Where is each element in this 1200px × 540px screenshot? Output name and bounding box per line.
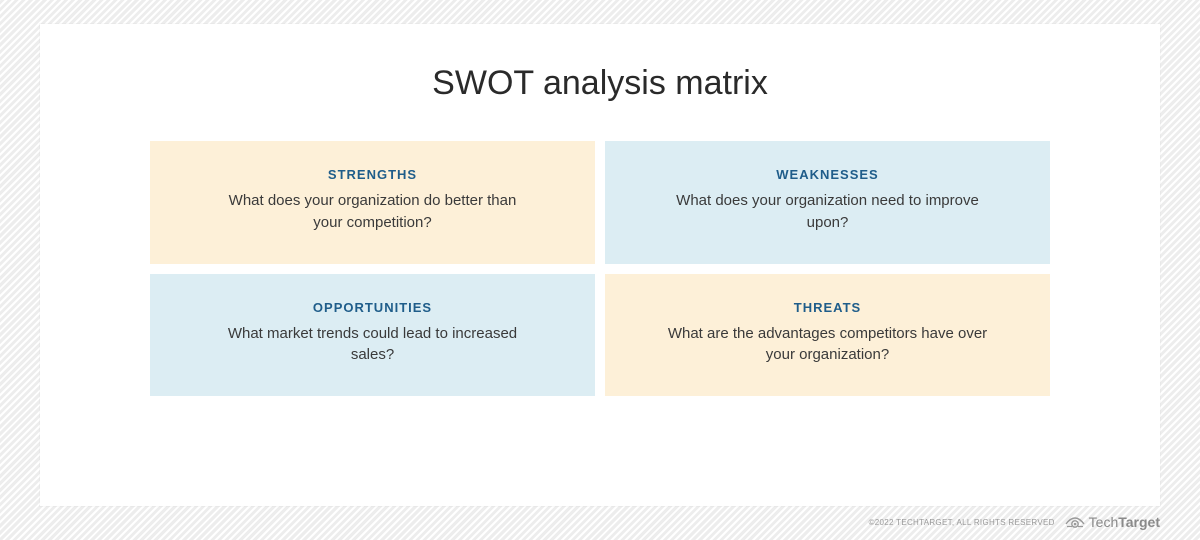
cell-desc: What are the advantages competitors have…	[668, 323, 988, 367]
cell-threats: THREATS What are the advantages competit…	[605, 274, 1050, 397]
brand-bold: Target	[1118, 514, 1160, 530]
cell-desc: What market trends could lead to increas…	[213, 323, 533, 367]
brand-light: Tech	[1089, 514, 1119, 530]
cell-desc: What does your organization need to impr…	[668, 190, 988, 234]
cell-strengths: STRENGTHS What does your organization do…	[150, 141, 595, 264]
cell-heading: WEAKNESSES	[776, 167, 878, 182]
cell-heading: OPPORTUNITIES	[313, 300, 432, 315]
content-card: SWOT analysis matrix STRENGTHS What does…	[40, 24, 1160, 506]
copyright-text: ©2022 TECHTARGET, ALL RIGHTS RESERVED	[869, 518, 1055, 527]
page-title: SWOT analysis matrix	[150, 64, 1050, 103]
cell-desc: What does your organization do better th…	[213, 190, 533, 234]
cell-opportunities: OPPORTUNITIES What market trends could l…	[150, 274, 595, 397]
footer: ©2022 TECHTARGET, ALL RIGHTS RESERVED Te…	[869, 514, 1160, 530]
cell-weaknesses: WEAKNESSES What does your organization n…	[605, 141, 1050, 264]
cell-heading: THREATS	[794, 300, 861, 315]
brand: TechTarget	[1065, 514, 1160, 530]
eye-icon	[1065, 515, 1085, 529]
cell-heading: STRENGTHS	[328, 167, 417, 182]
brand-text: TechTarget	[1089, 514, 1160, 530]
swot-grid: STRENGTHS What does your organization do…	[150, 141, 1050, 396]
